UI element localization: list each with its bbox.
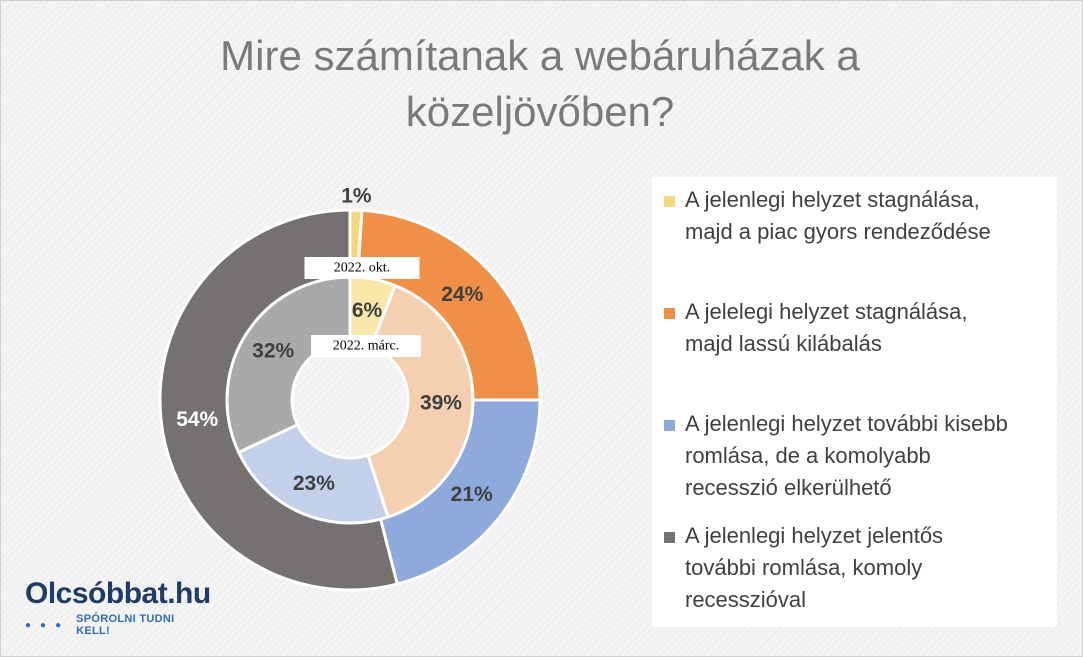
series-tags: 2022. okt. 2022. márc.: [304, 257, 421, 357]
inner-slice-2: [236, 422, 390, 525]
inner-label-0: 6%: [352, 299, 383, 322]
legend-label: A jelenlegi helyzet jelentős további rom…: [685, 523, 944, 612]
legend-label: A jelenlegi helyzet stagnálása, majd a p…: [685, 187, 991, 244]
series-tag-box: [311, 335, 421, 357]
series-tag-outer: 2022. okt.: [334, 261, 390, 276]
legend-label: A jelenlegi helyzet további kisebb romlá…: [685, 411, 1008, 500]
data-labels: 1% 24% 21% 54% 6% 39% 23% 32%: [176, 185, 493, 506]
inner-label-3: 32%: [252, 340, 294, 363]
brand-tagline: SPÓROLNI TUDNI KELL!: [76, 613, 175, 637]
series-tag-inner: 2022. márc.: [333, 339, 399, 354]
outer-label-2: 21%: [451, 483, 493, 506]
outer-label-3: 54%: [176, 408, 218, 431]
legend: A jelenlegi helyzet stagnálása, majd a p…: [652, 177, 1057, 627]
legend-swatch: [664, 532, 675, 543]
legend-item-minor-worsening: A jelenlegi helyzet további kisebb romlá…: [664, 408, 1054, 504]
brand-sub: ●●● SPÓROLNI TUDNI KELL!: [25, 613, 210, 637]
brand-name: Olcsóbbat.hu: [25, 577, 211, 610]
outer-label-0: 1%: [341, 185, 372, 208]
inner-label-1: 39%: [420, 391, 462, 414]
dots-icon: ●●●: [25, 619, 71, 631]
legend-item-slow-recovery: A jelelegi helyzet stagnálása, majd lass…: [664, 296, 1054, 360]
brand-logo: Olcsóbbat.hu ●●● SPÓROLNI TUDNI KELL!: [25, 577, 211, 637]
outer-label-1: 24%: [441, 283, 483, 306]
legend-label: A jelelegi helyzet stagnálása, majd lass…: [685, 299, 968, 356]
legend-swatch: [664, 420, 675, 431]
series-tag-box: [304, 257, 420, 279]
legend-swatch: [664, 308, 675, 319]
legend-swatch: [664, 196, 675, 207]
legend-item-fast-recovery: A jelenlegi helyzet stagnálása, majd a p…: [664, 184, 1054, 248]
chart-title: Mire számítanak a webáruházak a közeljöv…: [220, 32, 860, 135]
legend-item-recession: A jelenlegi helyzet jelentős további rom…: [664, 520, 1054, 616]
inner-label-2: 23%: [293, 472, 335, 495]
